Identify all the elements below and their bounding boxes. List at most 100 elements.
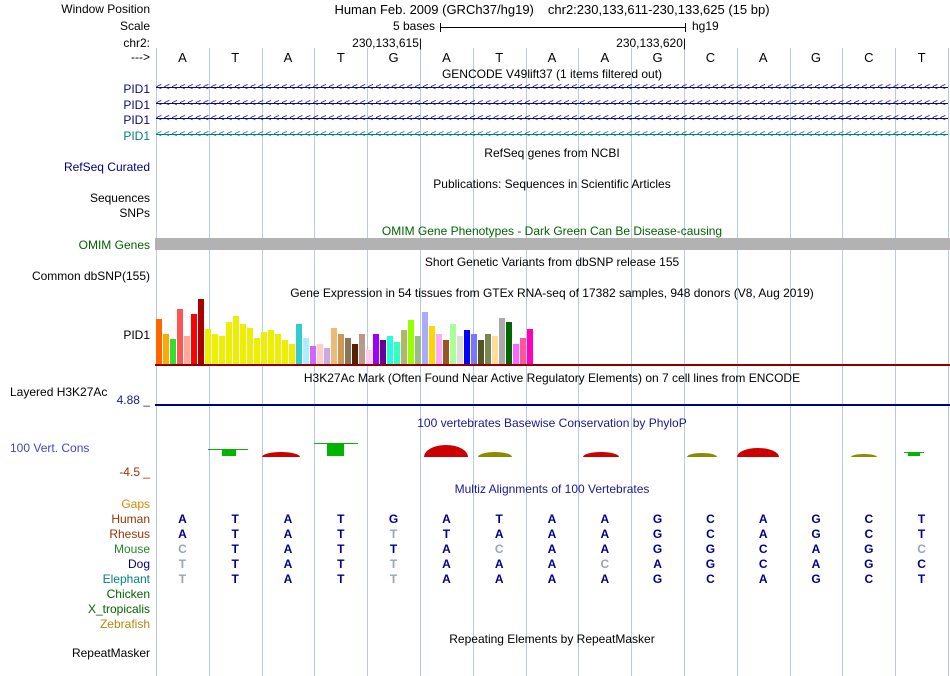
phylop-negative-hill	[262, 452, 300, 457]
sequence-base: T	[495, 50, 504, 65]
browser-title: Human Feb. 2009 (GRCh37/hg19) chr2:230,13…	[156, 2, 948, 17]
gtex-expression-bar	[177, 309, 183, 364]
gtex-expression-bar	[191, 314, 197, 364]
gtex-expression-bar	[478, 340, 484, 364]
gene-label[interactable]: PID1	[123, 98, 150, 112]
refseq-curated-label[interactable]: RefSeq Curated	[63, 160, 150, 174]
phylop-negative-hill	[583, 452, 619, 457]
alignment-base: G	[652, 572, 663, 586]
gene-transcript-row[interactable]: <<<<<<<<<<<<<<<<<<<<<<<<<<<<<<<<<<<<<<<<…	[156, 129, 948, 142]
dbsnp-label[interactable]: Common dbSNP(155)	[31, 269, 150, 283]
gtex-expression-bar	[303, 338, 309, 364]
gtex-bar-chart[interactable]	[156, 296, 536, 364]
alignment-base: A	[494, 557, 504, 571]
gtex-expression-bar	[352, 344, 358, 364]
alignment-base: T	[337, 542, 345, 556]
phylop-positive-line	[314, 443, 358, 444]
species-label[interactable]: Elephant	[102, 572, 150, 586]
gtex-expression-bar	[212, 334, 218, 364]
gtex-expression-bar	[457, 336, 463, 364]
snps-label[interactable]: SNPs	[119, 206, 150, 220]
position-left: 230,133,615|	[352, 36, 422, 50]
strand-arrow-label: --->	[131, 50, 150, 64]
alignment-base: A	[442, 557, 451, 571]
repeatmasker-label[interactable]: RepeatMasker	[71, 646, 150, 660]
gene-transcript-row[interactable]: <<<<<<<<<<<<<<<<<<<<<<<<<<<<<<<<<<<<<<<<…	[156, 113, 948, 126]
alignment-base: A	[547, 542, 557, 556]
alignment-base: C	[864, 527, 874, 541]
gene-label[interactable]: PID1	[123, 113, 150, 127]
gtex-expression-bar	[450, 324, 456, 364]
alignment-base: T	[231, 572, 239, 586]
species-label[interactable]: Human	[111, 512, 150, 526]
alignment-base: G	[811, 572, 821, 586]
alignment-base: C	[706, 572, 715, 586]
species-label[interactable]: Rhesus	[109, 527, 150, 541]
gene-transcript-row[interactable]: <<<<<<<<<<<<<<<<<<<<<<<<<<<<<<<<<<<<<<<<…	[156, 82, 948, 95]
scale-bar-line	[441, 27, 685, 28]
alignment-base: A	[758, 572, 768, 586]
gtex-expression-bar	[170, 339, 176, 364]
phylop-negative-hill	[737, 448, 779, 457]
alignment-base: C	[600, 557, 610, 571]
alignment-base: T	[231, 542, 239, 556]
species-label[interactable]: Mouse	[113, 542, 150, 556]
sequence-base: G	[388, 50, 399, 65]
gene-transcript-row[interactable]: <<<<<<<<<<<<<<<<<<<<<<<<<<<<<<<<<<<<<<<<…	[156, 98, 948, 111]
alignment-base: A	[283, 542, 293, 556]
gene-label[interactable]: PID1	[123, 129, 150, 143]
alignment-base: A	[600, 512, 610, 526]
alignment-base: T	[917, 572, 926, 586]
alignment-base: C	[758, 542, 768, 556]
gtex-title: Gene Expression in 54 tissues from GTEx …	[290, 286, 814, 300]
alignment-base: A	[811, 542, 821, 556]
phylop-top-line	[155, 404, 950, 406]
gtex-expression-bar	[268, 330, 274, 364]
publications-title: Publications: Sequences in Scientific Ar…	[433, 177, 671, 191]
phylop-title: 100 vertebrates Basewise Conservation by…	[417, 416, 687, 430]
alignment-base: G	[811, 527, 821, 541]
sequence-base: A	[758, 50, 768, 65]
alignment-base: A	[178, 527, 187, 541]
alignment-base: A	[283, 557, 293, 571]
phylop-positive-bar	[908, 452, 920, 456]
gtex-expression-bar	[366, 350, 372, 364]
species-label[interactable]: Gaps	[121, 497, 150, 511]
omim-title: OMIM Gene Phenotypes - Dark Green Can Be…	[381, 224, 723, 238]
h3k27ac-label[interactable]: Layered H3K27Ac	[10, 385, 108, 399]
gtex-expression-bar	[205, 329, 211, 364]
gtex-gene-label[interactable]: PID1	[123, 328, 150, 342]
gtex-expression-bar	[506, 322, 512, 364]
gene-label[interactable]: PID1	[123, 82, 150, 96]
phylop-positive-bar	[222, 449, 236, 456]
species-label[interactable]: X_tropicalis	[87, 602, 150, 616]
phylop-mixed-hill	[687, 453, 717, 457]
sequences-label[interactable]: Sequences	[89, 191, 150, 205]
alignment-base: A	[600, 527, 610, 541]
species-label[interactable]: Zebrafish	[99, 617, 150, 631]
omim-genes-label[interactable]: OMIM Genes	[78, 238, 150, 252]
alignment-base: T	[495, 512, 503, 526]
alignment-base: G	[705, 557, 716, 571]
alignment-base: A	[600, 542, 610, 556]
omim-dense-bar[interactable]	[155, 238, 950, 250]
alignment-base: T	[389, 572, 398, 586]
gtex-expression-bar	[275, 334, 281, 364]
gtex-expression-bar	[520, 338, 526, 364]
phylop-track-label[interactable]: 100 Vert. Cons	[10, 441, 90, 455]
column-guide	[789, 48, 791, 676]
alignment-base: T	[917, 527, 926, 541]
gtex-expression-bar	[387, 336, 393, 364]
alignment-base: T	[178, 557, 187, 571]
alignment-base: A	[547, 557, 557, 571]
phylop-positive-line	[904, 452, 924, 453]
assembly-title-text: Human Feb. 2009 (GRCh37/hg19)	[334, 2, 534, 17]
species-label[interactable]: Chicken	[106, 587, 150, 601]
repeatmasker-title: Repeating Elements by RepeatMasker	[449, 632, 655, 646]
alignment-base: T	[917, 512, 926, 526]
species-label[interactable]: Dog	[127, 557, 150, 571]
alignment-base: A	[494, 572, 504, 586]
gtex-expression-bar	[226, 322, 232, 364]
alignment-base: C	[864, 572, 874, 586]
